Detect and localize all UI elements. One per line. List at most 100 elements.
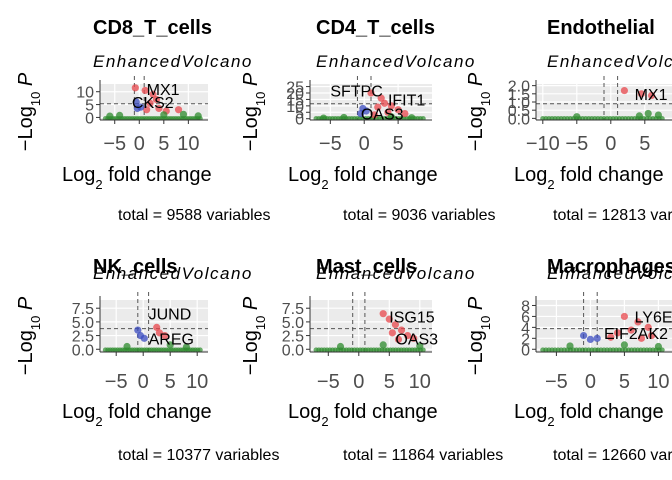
data-point xyxy=(197,347,203,352)
panel-caption: total = 12660 variables xyxy=(553,447,672,464)
data-point xyxy=(614,329,622,337)
data-point xyxy=(580,331,588,340)
panel-subtitle: EnhancedVolcano xyxy=(316,264,476,283)
data-point xyxy=(340,113,348,120)
gene-label: LY6E xyxy=(635,309,672,326)
y-tick-label: 0.0 xyxy=(72,342,94,359)
data-point xyxy=(650,115,656,120)
data-point xyxy=(637,90,646,98)
data-point xyxy=(190,347,196,352)
gene-label: ISG15 xyxy=(389,309,434,326)
data-point xyxy=(161,331,169,340)
x-tick-label: 0 xyxy=(134,133,145,155)
y-tick-label: 25 xyxy=(286,80,304,97)
data-point xyxy=(586,335,595,344)
data-point xyxy=(179,110,188,118)
data-point xyxy=(576,347,583,352)
data-point xyxy=(607,333,615,341)
y-tick-label: 20 xyxy=(286,86,304,103)
gene-label: OAS3 xyxy=(361,107,404,124)
y-tick-label: 10 xyxy=(286,99,304,116)
x-axis-label-sub: 2 xyxy=(321,414,328,429)
data-point xyxy=(632,347,638,352)
x-axis-label: Log2 fold change xyxy=(288,164,438,192)
panel-caption: total = 9588 variables xyxy=(118,207,271,224)
y-tick-label: 5 xyxy=(295,105,304,122)
y-tick-label: 8 xyxy=(521,298,530,315)
data-point xyxy=(329,115,336,120)
x-tick-label: 10 xyxy=(177,133,199,155)
data-point xyxy=(182,343,190,351)
data-point xyxy=(367,89,375,97)
data-point xyxy=(379,310,387,318)
panel-caption: total = 10377 variables xyxy=(118,447,279,464)
data-point xyxy=(319,114,328,120)
data-point xyxy=(153,115,160,120)
y-axis-label-part: −Log xyxy=(465,106,487,151)
data-point xyxy=(131,347,138,352)
data-point xyxy=(153,347,160,352)
data-point xyxy=(354,115,360,120)
data-point xyxy=(644,323,652,331)
data-point xyxy=(137,103,145,111)
y-tick-label: 0 xyxy=(521,342,530,359)
panel-subtitle: EnhancedVolcano xyxy=(316,52,476,71)
data-point xyxy=(166,341,174,349)
y-tick-label: 2.5 xyxy=(282,329,304,346)
data-point xyxy=(377,94,385,102)
data-point xyxy=(357,109,365,118)
x-tick-label: 5 xyxy=(384,371,395,393)
data-point xyxy=(362,107,370,115)
data-point xyxy=(388,329,396,337)
x-axis-label: Log2 fold change xyxy=(62,401,212,429)
y-tick-label: 0 xyxy=(295,112,304,129)
y-tick-label: 7.5 xyxy=(282,301,304,318)
data-point xyxy=(161,347,167,352)
data-point xyxy=(391,321,399,329)
data-point xyxy=(380,99,389,107)
y-axis-label: −Log10 P xyxy=(15,72,43,151)
y-tick-label: 10 xyxy=(76,85,94,102)
x-tick-label: 5 xyxy=(393,133,404,155)
y-axis-label-part: P xyxy=(240,296,262,316)
x-tick-label: −5 xyxy=(545,371,568,393)
panel-caption: total = 11864 variables xyxy=(343,447,503,464)
data-point xyxy=(637,334,646,342)
data-point xyxy=(175,347,181,352)
data-point xyxy=(134,326,142,334)
data-point xyxy=(401,109,409,118)
y-axis-label-part: P xyxy=(15,296,37,316)
data-point xyxy=(620,341,629,349)
gene-label: SFTPC xyxy=(330,83,382,100)
y-tick-label: 0 xyxy=(85,110,94,127)
data-point xyxy=(654,342,663,351)
y-axis-label-sub: 10 xyxy=(478,92,493,106)
data-point xyxy=(362,347,369,352)
data-point xyxy=(149,90,157,98)
data-point xyxy=(632,115,638,120)
y-axis-label-sub: 10 xyxy=(253,316,268,330)
data-point xyxy=(139,115,145,120)
data-point xyxy=(620,86,629,95)
x-axis-label: Log2 fold change xyxy=(288,401,438,429)
y-tick-label: 0.0 xyxy=(508,111,530,128)
data-point xyxy=(110,347,116,352)
data-point xyxy=(408,114,416,120)
y-tick-label: 2.5 xyxy=(72,329,94,346)
data-point xyxy=(379,347,385,352)
y-axis-label-part: P xyxy=(465,296,487,316)
volcano-panel: Endothelial EnhancedVolcano MX1 0.00.51.01.… xyxy=(465,17,672,224)
panel-caption: total = 9036 variables xyxy=(343,207,496,224)
y-tick-label: 0.5 xyxy=(508,103,530,120)
data-point xyxy=(174,106,183,114)
data-point xyxy=(371,347,377,352)
panel-subtitle: EnhancedVolcano xyxy=(547,52,672,71)
x-axis-label: Log2 fold change xyxy=(514,164,664,192)
x-axis-label-part: fold change xyxy=(329,401,438,423)
data-point xyxy=(132,98,140,106)
data-point xyxy=(549,347,555,352)
panel-title: CD4_T_cells xyxy=(316,17,435,39)
y-tick-label: 7.5 xyxy=(72,301,94,318)
y-axis-label-part: −Log xyxy=(240,106,262,151)
